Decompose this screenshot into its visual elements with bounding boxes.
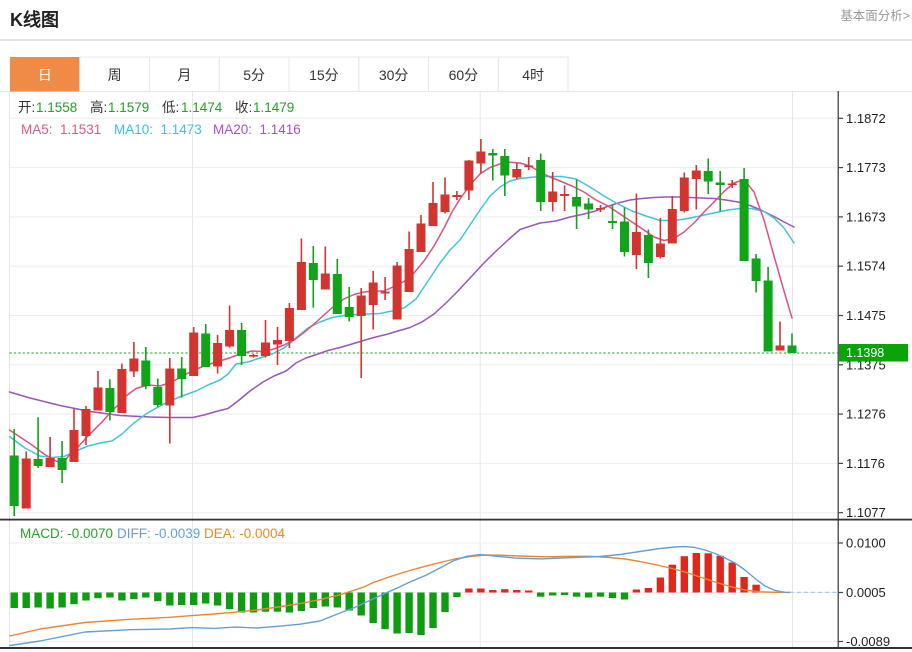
svg-text:4时: 4时 xyxy=(522,67,544,83)
svg-text:高:: 高: xyxy=(90,99,107,115)
svg-text:MA10: 1.1473: MA10: 1.1473 xyxy=(114,122,202,137)
svg-text:DEA: -0.0004: DEA: -0.0004 xyxy=(204,526,286,541)
svg-text:K线图: K线图 xyxy=(10,9,59,30)
svg-text:周: 周 xyxy=(108,67,122,83)
svg-text:DIFF: -0.0039: DIFF: -0.0039 xyxy=(117,526,200,541)
svg-text:0.0005: 0.0005 xyxy=(846,585,886,600)
svg-text:1.1176: 1.1176 xyxy=(846,456,885,471)
svg-text:1.1479: 1.1479 xyxy=(253,100,294,115)
svg-text:5分: 5分 xyxy=(243,67,265,83)
svg-text:1.1474: 1.1474 xyxy=(181,100,223,115)
svg-text:基本面分析>: 基本面分析> xyxy=(840,9,910,23)
svg-text:1.1773: 1.1773 xyxy=(846,160,886,175)
svg-text:0.0100: 0.0100 xyxy=(846,536,886,551)
svg-text:收:: 收: xyxy=(235,100,252,115)
svg-text:1.1574: 1.1574 xyxy=(846,259,886,274)
svg-text:低:: 低: xyxy=(162,100,179,115)
svg-text:1.1276: 1.1276 xyxy=(846,407,886,422)
svg-text:1.1673: 1.1673 xyxy=(846,209,886,224)
svg-text:1.1558: 1.1558 xyxy=(36,100,77,115)
svg-text:月: 月 xyxy=(177,67,191,83)
svg-text:日: 日 xyxy=(38,67,52,83)
svg-text:1.1579: 1.1579 xyxy=(108,100,149,115)
svg-text:开:: 开: xyxy=(18,100,35,115)
svg-text:60分: 60分 xyxy=(449,67,479,83)
svg-text:MA20: 1.1416: MA20: 1.1416 xyxy=(213,122,301,137)
svg-text:1.1872: 1.1872 xyxy=(846,111,886,126)
svg-text:1.1398: 1.1398 xyxy=(846,346,884,360)
svg-text:-0.0089: -0.0089 xyxy=(846,634,890,649)
svg-text:MA5: 1.1531: MA5: 1.1531 xyxy=(21,122,101,137)
svg-text:1.1077: 1.1077 xyxy=(846,505,886,520)
svg-text:15分: 15分 xyxy=(309,67,339,83)
svg-text:MACD: -0.0070: MACD: -0.0070 xyxy=(20,526,113,541)
svg-text:30分: 30分 xyxy=(379,67,409,83)
svg-text:1.1475: 1.1475 xyxy=(846,308,886,323)
